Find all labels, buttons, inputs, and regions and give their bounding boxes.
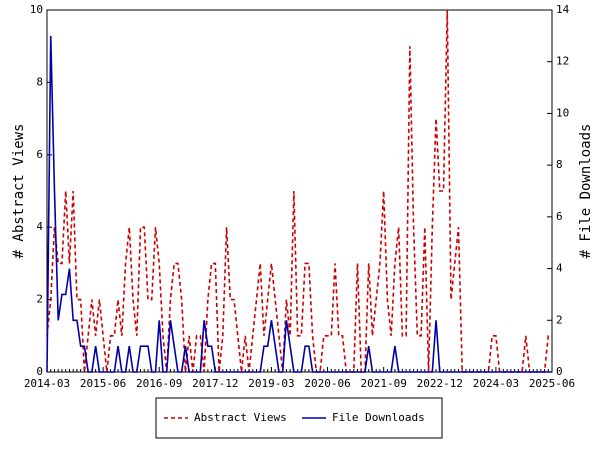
legend-label: File Downloads — [332, 411, 425, 424]
y2-tick-label: 12 — [556, 55, 569, 68]
y-tick-label: 0 — [36, 365, 43, 378]
y2-tick-label: 6 — [556, 210, 563, 223]
y2-tick-label: 8 — [556, 158, 563, 171]
y-tick-label: 10 — [30, 3, 43, 16]
y2-tick-label: 14 — [556, 3, 570, 16]
x-tick-label: 2020-06 — [304, 377, 350, 390]
plot-frame — [46, 9, 553, 373]
x-tick-label: 2024-03 — [473, 377, 519, 390]
y2-tick-label: 2 — [556, 313, 563, 326]
x-tick-label: 2021-09 — [360, 377, 406, 390]
y-tick-label: 2 — [36, 293, 43, 306]
x-tick-label: 2016-09 — [136, 377, 182, 390]
x-tick-label: 2025-06 — [529, 377, 575, 390]
legend-box — [155, 397, 443, 439]
x-tick-label: 2022-12 — [417, 377, 463, 390]
y2-tick-label: 10 — [556, 106, 569, 119]
x-tick-label: 2017-12 — [192, 377, 238, 390]
x-tick-label: 2019-03 — [248, 377, 294, 390]
series-line — [46, 9, 552, 373]
y-axis-title: # Abstract Views — [11, 124, 27, 259]
series-line — [46, 35, 552, 373]
y-tick-label: 4 — [36, 220, 43, 233]
x-tick-label: 2015-06 — [80, 377, 126, 390]
legend-label: Abstract Views — [194, 411, 287, 424]
y2-tick-label: 4 — [556, 262, 563, 275]
y-tick-label: 8 — [36, 75, 43, 88]
y2-axis-title: # File Downloads — [578, 124, 594, 259]
y2-tick-label: 0 — [556, 365, 563, 378]
x-tick-label: 2014-03 — [24, 377, 70, 390]
y-tick-label: 6 — [36, 148, 43, 161]
